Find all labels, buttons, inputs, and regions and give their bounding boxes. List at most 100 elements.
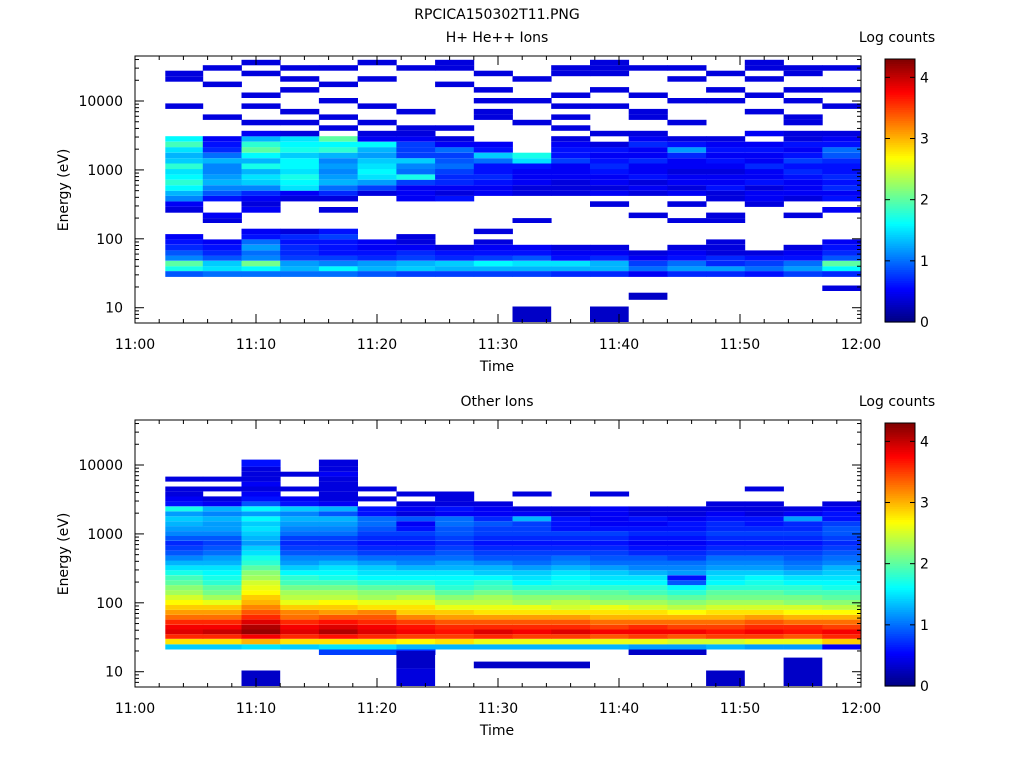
- heatmap-cell: [628, 185, 668, 191]
- heatmap-cell: [435, 545, 475, 551]
- heatmap-cell: [706, 638, 746, 645]
- colorbar-segment: [885, 197, 915, 200]
- heatmap-cell: [318, 255, 358, 261]
- heatmap-cell: [357, 136, 397, 142]
- heatmap-cell: [241, 234, 281, 240]
- heatmap-cell: [667, 163, 707, 170]
- heatmap-cell: [280, 239, 320, 245]
- x-tick-label: 11:00: [115, 337, 155, 353]
- colorbar-segment: [885, 258, 915, 262]
- heatmap-cell: [165, 511, 204, 517]
- heatmap-cell: [318, 179, 358, 186]
- colorbar-segment: [885, 175, 915, 178]
- heatmap-cell: [435, 163, 475, 170]
- heatmap-cell: [318, 228, 358, 235]
- heatmap-cell: [241, 644, 281, 650]
- colorbar-segment: [885, 607, 915, 610]
- heatmap-cell: [202, 195, 242, 202]
- heatmap-cell: [822, 163, 862, 170]
- heatmap-cell: [473, 185, 513, 191]
- heatmap-cell: [241, 70, 281, 77]
- heatmap-cell: [202, 516, 242, 522]
- heatmap-cell: [551, 580, 591, 586]
- heatmap-cell: [667, 260, 707, 267]
- heatmap-cell: [473, 141, 513, 148]
- heatmap-cell: [202, 600, 242, 605]
- heatmap-cell: [667, 535, 707, 541]
- heatmap-cell: [551, 600, 591, 605]
- heatmap-cells: [165, 59, 862, 322]
- heatmap-cell: [667, 585, 707, 591]
- heatmap-cell: [473, 70, 513, 77]
- heatmap-cell: [590, 185, 630, 191]
- heatmap-cell: [241, 619, 281, 625]
- colorbar-segment: [885, 582, 915, 586]
- heatmap-cell: [202, 555, 242, 561]
- heatmap-cell: [357, 76, 397, 82]
- colorbar-segment: [885, 227, 915, 231]
- heatmap-cell: [202, 179, 242, 186]
- heatmap-cell: [551, 260, 591, 267]
- heatmap-cell: [473, 550, 513, 556]
- heatmap-cell: [551, 163, 591, 170]
- heatmap-cell: [473, 98, 513, 104]
- heatmap-cell: [744, 250, 784, 256]
- heatmap-cell: [318, 638, 358, 645]
- heatmap-cell: [551, 266, 591, 272]
- heatmap-cell: [783, 638, 823, 645]
- colorbar-segment: [885, 550, 915, 553]
- heatmap-cell: [357, 540, 397, 546]
- heatmap-cell: [202, 595, 242, 600]
- heatmap-cell: [435, 255, 475, 261]
- y-axis-label: Energy (eV): [56, 149, 72, 232]
- heatmap-cell: [357, 158, 397, 164]
- heatmap-cell: [280, 595, 320, 600]
- heatmap-cell: [590, 152, 630, 159]
- heatmap-cell: [590, 629, 630, 635]
- heatmap-cell: [165, 501, 204, 507]
- heatmap-cell: [667, 190, 707, 196]
- heatmap-cell: [318, 600, 358, 605]
- colorbar-segment: [885, 506, 915, 510]
- heatmap-cell: [165, 614, 204, 620]
- heatmap-cell: [165, 179, 204, 186]
- colorbar-segment: [885, 100, 915, 104]
- heatmap-cell: [280, 234, 320, 240]
- heatmap-cell: [783, 595, 823, 600]
- heatmap-cell: [590, 103, 630, 109]
- heatmap-cell: [202, 531, 242, 536]
- colorbar-segment: [885, 681, 915, 685]
- heatmap-cell: [165, 491, 204, 497]
- heatmap-cell: [280, 545, 320, 551]
- heatmap-cell: [590, 575, 630, 581]
- heatmap-cell: [357, 550, 397, 556]
- heatmap-cell: [473, 614, 513, 620]
- heatmap-cell: [202, 158, 242, 164]
- heatmap-cell: [628, 609, 668, 615]
- heatmap-cell: [241, 158, 281, 164]
- heatmap-cell: [357, 147, 397, 153]
- heatmap-cell: [318, 81, 358, 88]
- heatmap-cell: [357, 535, 397, 541]
- heatmap-cell: [706, 255, 746, 261]
- heatmap-cell: [435, 250, 475, 256]
- heatmap-cell: [628, 649, 707, 655]
- colorbar-label: Log counts: [859, 30, 935, 46]
- heatmap-cell: [783, 136, 823, 142]
- heatmap-cell: [165, 560, 204, 566]
- heatmap-cell: [396, 136, 436, 142]
- heatmap-cell: [783, 540, 823, 546]
- heatmap-cell: [241, 260, 281, 267]
- heatmap-cell: [512, 600, 552, 605]
- heatmap-cell: [628, 147, 668, 153]
- heatmap-cell: [318, 560, 358, 566]
- heatmap-cell: [628, 565, 668, 571]
- colorbar-segment: [885, 611, 915, 615]
- heatmap-cell: [822, 570, 862, 576]
- heatmap-cell: [512, 158, 552, 164]
- heatmap-cell: [667, 619, 707, 625]
- colorbar-segment: [885, 650, 915, 654]
- heatmap-cell: [241, 174, 281, 180]
- heatmap-cell: [628, 169, 668, 175]
- colorbar-segment: [885, 153, 915, 157]
